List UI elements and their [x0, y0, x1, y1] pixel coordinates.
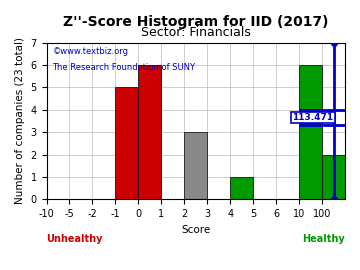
X-axis label: Score: Score	[181, 225, 210, 235]
Text: Healthy: Healthy	[302, 234, 345, 244]
Title: Z''-Score Histogram for IID (2017): Z''-Score Histogram for IID (2017)	[63, 15, 329, 29]
Bar	[116, 87, 138, 199]
Bar	[322, 154, 345, 199]
Y-axis label: Number of companies (23 total): Number of companies (23 total)	[15, 38, 25, 204]
Text: The Research Foundation of SUNY: The Research Foundation of SUNY	[53, 63, 195, 72]
Text: Unhealthy: Unhealthy	[46, 234, 103, 244]
Bar	[184, 132, 207, 199]
Text: 113.471: 113.471	[292, 113, 333, 122]
Text: Sector: Financials: Sector: Financials	[141, 26, 251, 39]
Bar	[138, 65, 161, 199]
Text: ©www.textbiz.org: ©www.textbiz.org	[53, 47, 129, 56]
Bar	[299, 65, 322, 199]
Bar	[230, 177, 253, 199]
